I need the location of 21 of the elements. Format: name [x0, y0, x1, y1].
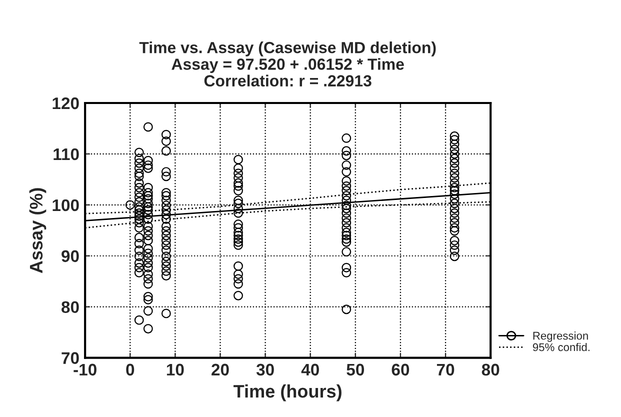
x-tick-label: 50: [346, 364, 364, 376]
y-tick-label: 100: [52, 199, 79, 212]
legend-label: 95% confid.: [532, 342, 590, 352]
x-tick-label: 0: [126, 364, 134, 376]
y-tick-label: 110: [54, 148, 79, 160]
y-tick-label: 120: [52, 97, 79, 110]
x-tick-label: -10: [74, 364, 96, 376]
y-tick-label: 80: [62, 301, 79, 314]
y-tick-label: 70: [62, 352, 79, 364]
x-axis-title: Time (hours): [234, 384, 342, 402]
chart-title: Time vs. Assay (Casewise MD deletion) Assay = 97.520 + .06152 * Time Correlation: r = .22913: [139, 42, 436, 87]
x-tick-label: 30: [256, 364, 274, 376]
x-tick-label: 20: [212, 364, 229, 376]
y-axis-title: Assay (%): [29, 188, 46, 274]
x-tick-label: 10: [166, 364, 184, 376]
x-tick-label: 60: [392, 364, 410, 376]
y-tick-label: 90: [62, 250, 79, 262]
x-tick-label: 40: [301, 364, 319, 376]
x-tick-label: 80: [482, 364, 500, 376]
x-tick-label: 70: [436, 364, 454, 376]
legend-label: Regression: [533, 332, 588, 342]
